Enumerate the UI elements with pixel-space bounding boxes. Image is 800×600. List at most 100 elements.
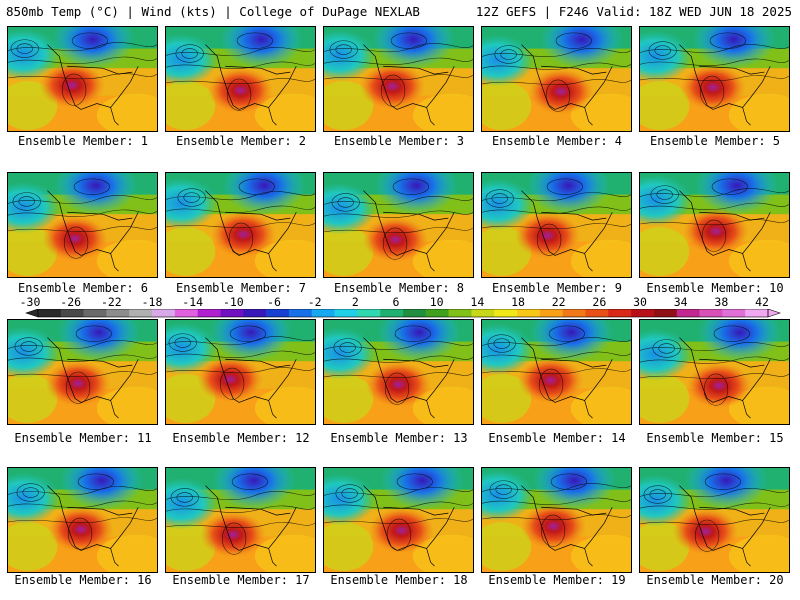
ensemble-member-label: Ensemble Member: 2	[175, 134, 307, 148]
colorbar-segment	[357, 309, 381, 317]
temperature-field	[640, 27, 789, 131]
colorbar-segment	[38, 309, 62, 317]
ensemble-member-label: Ensemble Member: 12	[172, 431, 310, 445]
colorbar-tick-label: -18	[141, 295, 163, 309]
valid-time: 12Z GEFS | F246 Valid: 18Z WED JUN 18 20…	[475, 4, 792, 19]
temperature-field	[324, 173, 473, 277]
temperature-field	[8, 468, 157, 572]
colorbar-segment	[403, 309, 427, 317]
colorbar-tick-label: 14	[470, 295, 485, 309]
colorbar-tick-label: -26	[60, 295, 82, 309]
ensemble-member-map	[639, 172, 790, 278]
ensemble-member-label: Ensemble Member: 7	[175, 281, 307, 295]
temperature-field	[166, 320, 315, 424]
colorbar-segment	[334, 309, 358, 317]
colorbar-min-arrow	[25, 309, 39, 318]
temperature-field	[8, 320, 157, 424]
colorbar-tick-label: 18	[511, 295, 525, 309]
ensemble-member-label: Ensemble Member: 5	[649, 134, 781, 148]
colorbar-segment	[197, 309, 221, 317]
temperature-field	[482, 27, 631, 131]
ensemble-member-label: Ensemble Member: 20	[646, 573, 784, 587]
colorbar-tick-label: -2	[307, 295, 322, 309]
colorbar-segment	[448, 309, 472, 317]
colorbar-segment	[152, 309, 176, 317]
colorbar-tick-label: 34	[673, 295, 688, 309]
ensemble-member-map	[7, 172, 158, 278]
colorbar-tick-label: 10	[429, 295, 444, 309]
colorbar-tick-label: -14	[182, 295, 204, 309]
ensemble-member-map	[7, 26, 158, 132]
temperature-field	[640, 468, 789, 572]
ensemble-member-map	[165, 467, 316, 573]
colorbar-segment	[539, 309, 563, 317]
colorbar-segment	[699, 309, 723, 317]
temperature-field	[166, 27, 315, 131]
colorbar-segment	[676, 309, 700, 317]
colorbar-segment	[608, 309, 632, 317]
ensemble-member-map	[323, 26, 474, 132]
ensemble-member-map	[481, 172, 632, 278]
temperature-field	[482, 173, 631, 277]
ensemble-member-label: Ensemble Member: 16	[14, 573, 152, 587]
colorbar-segment	[60, 309, 84, 317]
ensemble-member-label: Ensemble Member: 10	[646, 281, 784, 295]
ensemble-member-label: Ensemble Member: 13	[330, 431, 468, 445]
colorbar-segment	[425, 309, 449, 317]
colorbar-segment	[174, 309, 198, 317]
colorbar-segment	[266, 309, 290, 317]
ensemble-member-label: Ensemble Member: 18	[330, 573, 468, 587]
temperature-field	[166, 468, 315, 572]
ensemble-member-label: Ensemble Member: 4	[491, 134, 623, 148]
ensemble-member-map	[481, 319, 632, 425]
temperature-field	[640, 173, 789, 277]
ensemble-member-map	[165, 26, 316, 132]
temperature-colorbar: -30 -26 -22 -18 -14 -10 -6 -2 2 6 10 14 18 22 26 30 34 38…	[0, 296, 800, 320]
colorbar-segment	[380, 309, 404, 317]
temperature-field	[640, 320, 789, 424]
temperature-field	[324, 468, 473, 572]
colorbar-tick-label: 42	[755, 295, 769, 309]
temperature-field	[482, 320, 631, 424]
colorbar-segment	[288, 309, 313, 317]
ensemble-member-label: Ensemble Member: 14	[488, 431, 626, 445]
ensemble-member-map	[639, 467, 790, 573]
colorbar-tick-label: -10	[222, 295, 244, 309]
colorbar-max-arrow	[767, 309, 781, 318]
colorbar-segment	[631, 309, 655, 317]
colorbar-segment	[220, 309, 244, 317]
ensemble-member-map	[639, 319, 790, 425]
ensemble-member-label: Ensemble Member: 11	[14, 431, 152, 445]
colorbar-tick-label: 6	[392, 295, 400, 309]
colorbar-segment	[494, 309, 518, 317]
temperature-field	[482, 468, 631, 572]
ensemble-member-label: Ensemble Member: 6	[17, 281, 149, 295]
temperature-field	[324, 320, 473, 424]
ensemble-member-label: Ensemble Member: 17	[172, 573, 310, 587]
colorbar-tick-label: 26	[592, 295, 607, 309]
ensemble-member-map	[323, 172, 474, 278]
colorbar-segment	[471, 309, 495, 317]
colorbar-tick-label: 22	[551, 295, 566, 309]
ensemble-member-map	[323, 319, 474, 425]
ensemble-member-map	[481, 467, 632, 573]
colorbar-tick-label: -22	[100, 295, 122, 309]
temperature-field	[324, 27, 473, 131]
colorbar-tick-label: -6	[267, 295, 281, 309]
ensemble-member-map	[323, 467, 474, 573]
temperature-field	[8, 27, 157, 131]
colorbar-tick-label: -30	[19, 295, 41, 309]
colorbar-segment	[745, 309, 769, 317]
temperature-field	[166, 173, 315, 277]
colorbar-segment	[722, 309, 746, 317]
colorbar-frame	[37, 309, 769, 318]
ensemble-member-map	[165, 319, 316, 425]
colorbar-segment	[585, 309, 609, 317]
colorbar-segment	[243, 309, 267, 317]
ensemble-member-label: Ensemble Member: 19	[488, 573, 626, 587]
colorbar-segment	[83, 309, 107, 317]
ensemble-member-map	[639, 26, 790, 132]
colorbar-tick-label: 2	[351, 295, 359, 309]
colorbar-segment	[129, 309, 153, 317]
ensemble-member-label: Ensemble Member: 15	[646, 431, 784, 445]
